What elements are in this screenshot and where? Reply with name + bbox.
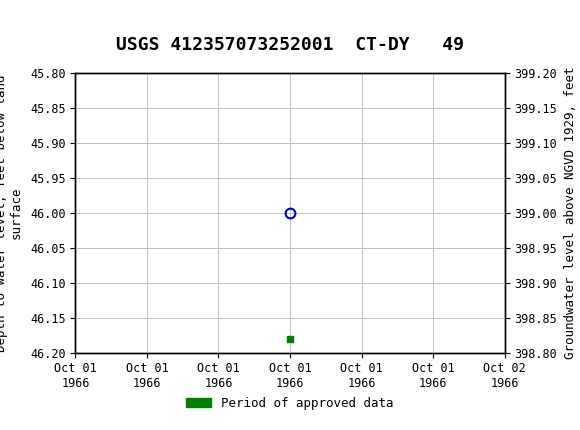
Text: USGS 412357073252001  CT-DY   49: USGS 412357073252001 CT-DY 49 (116, 36, 464, 54)
Legend: Period of approved data: Period of approved data (181, 392, 399, 415)
Y-axis label: Groundwater level above NGVD 1929, feet: Groundwater level above NGVD 1929, feet (564, 67, 577, 359)
Text: ☒USGS: ☒USGS (12, 7, 83, 25)
Y-axis label: Depth to water level, feet below land
surface: Depth to water level, feet below land su… (0, 74, 23, 352)
